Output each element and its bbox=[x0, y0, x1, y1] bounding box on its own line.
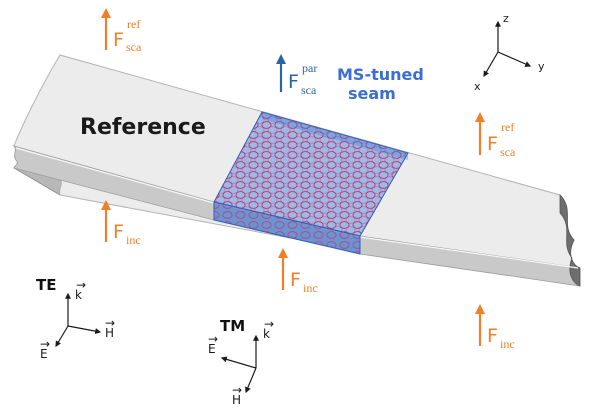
svg-text:→: → bbox=[40, 337, 50, 351]
svg-text:inc: inc bbox=[126, 233, 141, 247]
slab-front-face bbox=[12, 145, 581, 287]
force-sca-ref-top-left: F ref sca bbox=[101, 8, 142, 54]
svg-text:F: F bbox=[113, 29, 124, 51]
force-sca-ref-right: F ref sca bbox=[475, 112, 516, 159]
svg-text:F: F bbox=[487, 133, 498, 155]
svg-text:→: → bbox=[264, 317, 274, 331]
tm-e-label: E bbox=[208, 342, 216, 356]
svg-text:F: F bbox=[288, 71, 299, 93]
seam-label-line1: MS-tuned bbox=[337, 65, 424, 84]
z-axis-label: z bbox=[503, 12, 509, 25]
svg-text:F: F bbox=[487, 325, 498, 347]
seam-label-line2: seam bbox=[348, 84, 396, 103]
force-inc-center: F inc bbox=[278, 248, 318, 295]
x-axis-label: x bbox=[474, 80, 481, 93]
svg-text:sca: sca bbox=[301, 83, 317, 97]
force-inc-left: F inc bbox=[101, 200, 141, 247]
svg-text:par: par bbox=[302, 61, 317, 75]
svg-text:F: F bbox=[113, 221, 124, 243]
force-sca-par: F par sca bbox=[276, 54, 317, 97]
svg-text:inc: inc bbox=[303, 281, 318, 295]
reference-label: Reference bbox=[80, 115, 206, 140]
te-k-label: k bbox=[75, 288, 82, 302]
force-inc-right: F inc bbox=[475, 304, 515, 351]
svg-text:inc: inc bbox=[500, 337, 515, 351]
coordinate-axes: z y x bbox=[474, 12, 545, 93]
svg-text:F: F bbox=[290, 269, 301, 291]
svg-text:→: → bbox=[232, 383, 242, 397]
svg-text:sca: sca bbox=[500, 145, 516, 159]
svg-text:sca: sca bbox=[126, 40, 142, 54]
tm-h-label: H bbox=[232, 393, 241, 407]
ms-tuned-seam bbox=[213, 111, 409, 255]
te-e-label: E bbox=[40, 347, 48, 361]
tm-title: TM bbox=[220, 317, 245, 335]
svg-text:ref: ref bbox=[501, 120, 514, 134]
slab-right-end bbox=[559, 194, 581, 287]
svg-text:→: → bbox=[76, 278, 86, 292]
svg-text:→: → bbox=[208, 332, 218, 346]
svg-text:ref: ref bbox=[127, 17, 140, 31]
svg-text:→: → bbox=[105, 316, 115, 330]
tm-polarization: TM k E H → → → bbox=[208, 317, 274, 407]
y-axis-label: y bbox=[538, 60, 545, 73]
te-h-label: H bbox=[105, 326, 114, 340]
te-title: TE bbox=[36, 276, 56, 294]
te-polarization: TE k H E → → → bbox=[36, 276, 115, 361]
tm-k-label: k bbox=[263, 327, 270, 341]
